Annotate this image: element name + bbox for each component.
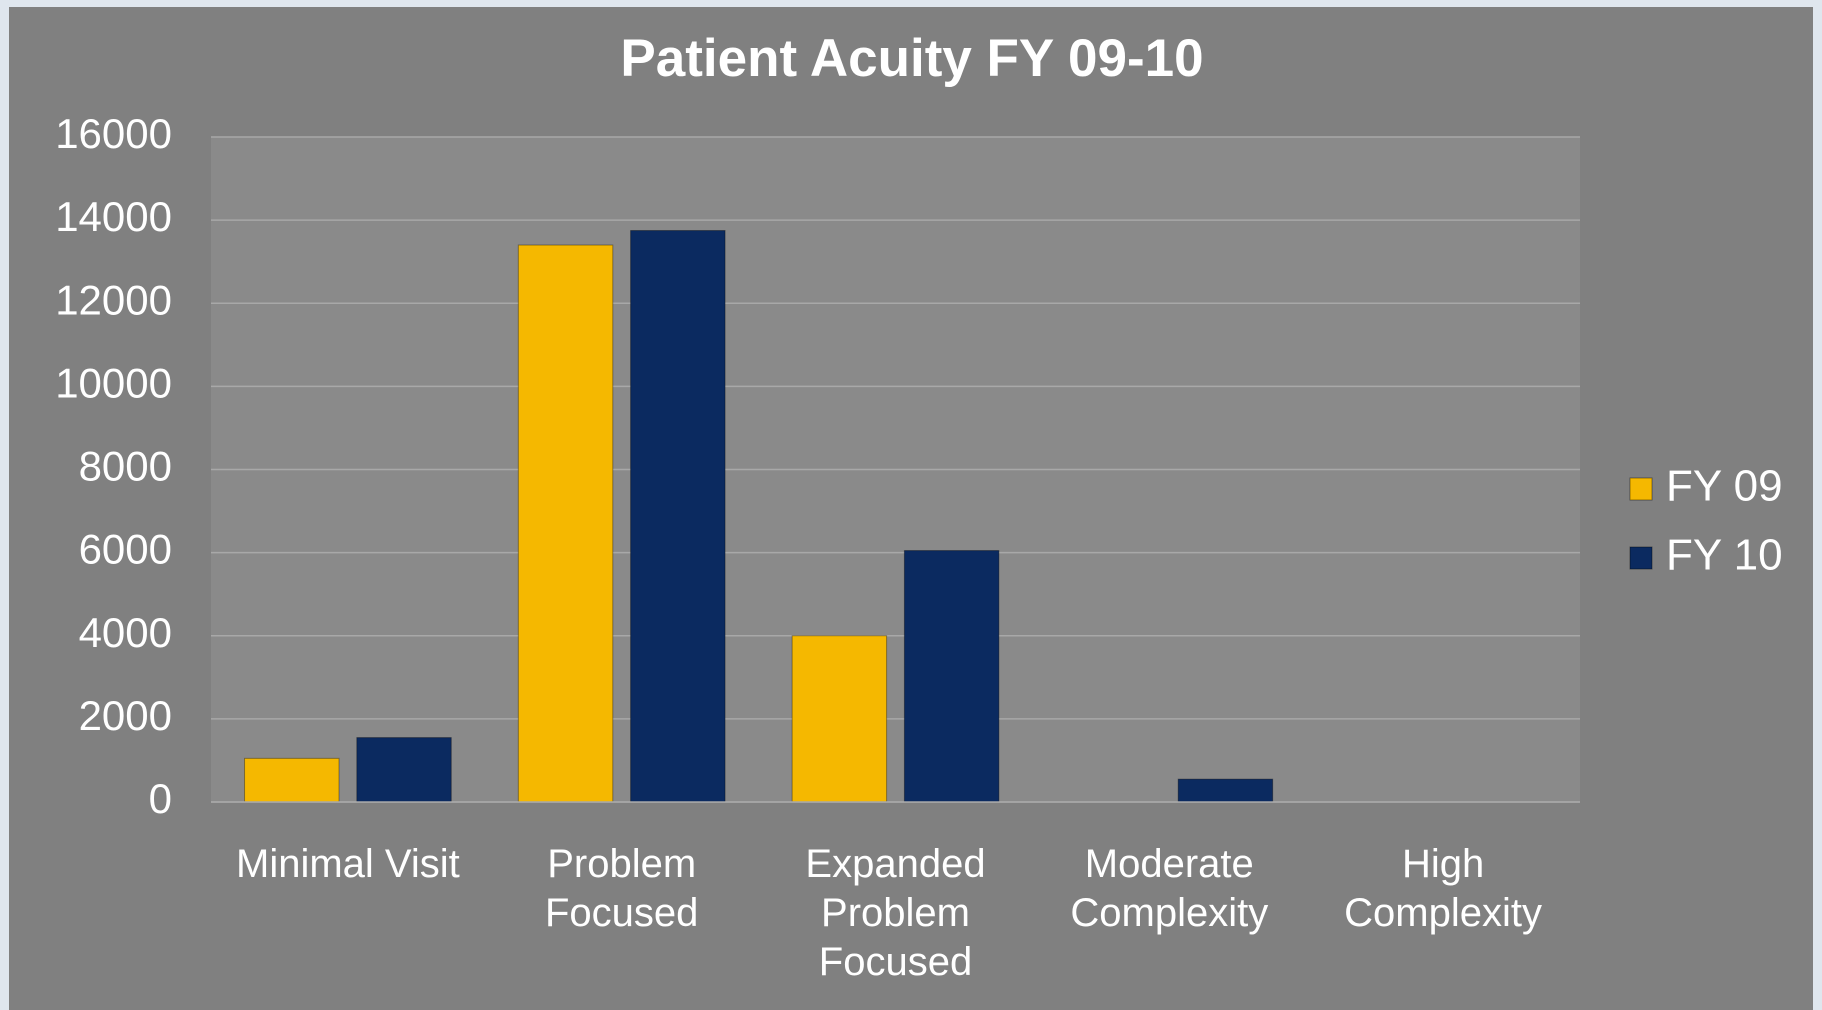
x-tick-label: Expanded Problem Focused: [805, 842, 986, 984]
y-tick-label: 10000: [55, 359, 172, 406]
bar: [630, 230, 726, 803]
bar: [903, 550, 1000, 803]
bar: [791, 635, 888, 803]
bar: [1177, 778, 1274, 803]
legend-label: FY 10: [1666, 531, 1783, 580]
bar: [356, 737, 452, 803]
legend-label: FY 09: [1666, 462, 1783, 511]
bar: [244, 757, 340, 803]
x-tick-label: Minimal Visit: [236, 842, 460, 886]
x-tick-label: Moderate Complexity: [1070, 842, 1269, 935]
x-tick-label: High Complexity: [1344, 842, 1543, 935]
x-tick-label: Problem Focused: [544, 842, 699, 935]
y-tick-label: 4000: [79, 609, 172, 656]
y-tick-label: 2000: [79, 692, 172, 739]
y-tick-label: 6000: [79, 526, 172, 573]
legend-swatch: [1629, 546, 1653, 570]
y-tick-label: 16000: [55, 110, 172, 157]
y-tick-label: 12000: [55, 276, 172, 323]
legend-swatch: [1629, 477, 1653, 501]
y-tick-label: 8000: [79, 443, 172, 490]
y-tick-label: 14000: [55, 193, 172, 240]
bar: [517, 244, 614, 803]
y-tick-label: 0: [149, 775, 172, 822]
chart-title: Patient Acuity FY 09-10: [620, 29, 1203, 88]
